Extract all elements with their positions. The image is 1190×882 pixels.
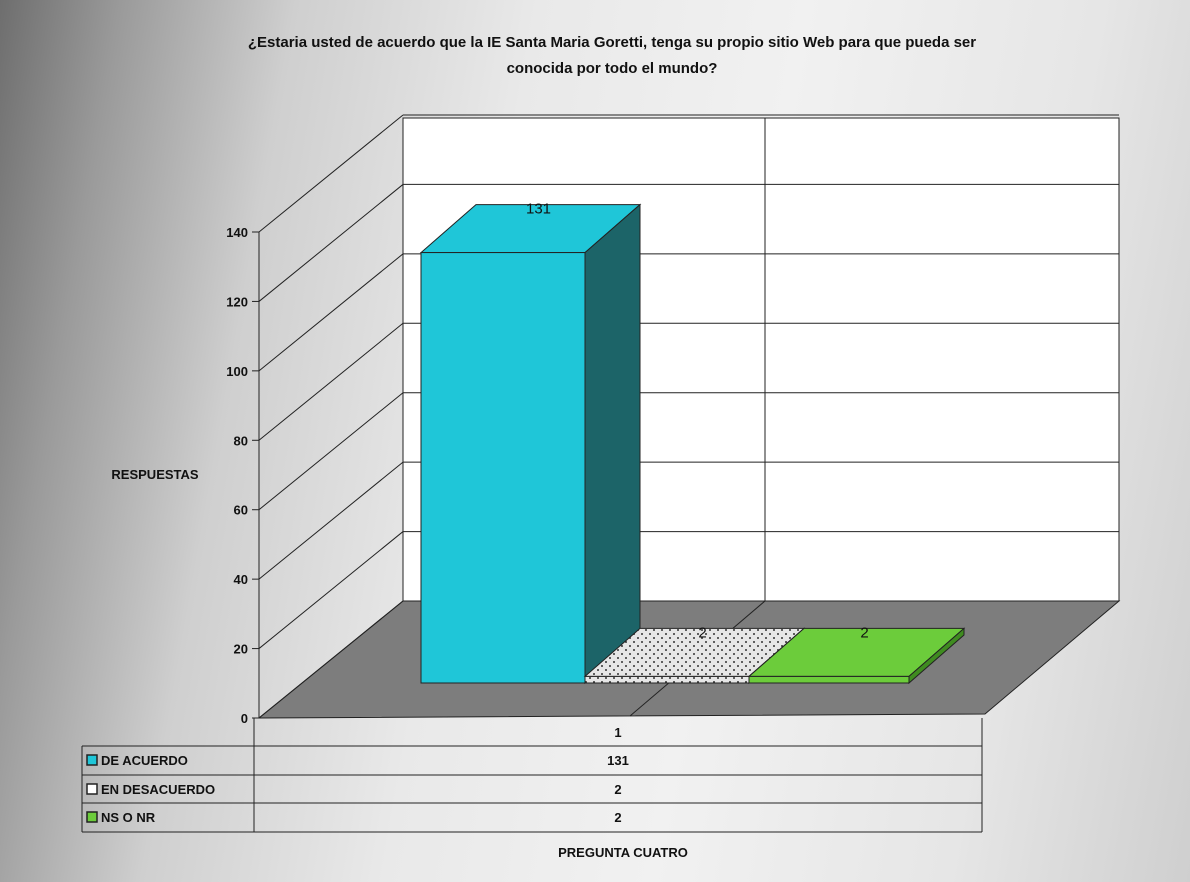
gridline-side bbox=[258, 531, 404, 649]
gridline-side bbox=[258, 114, 404, 233]
legend-series-name: NS O NR bbox=[101, 810, 156, 825]
x-axis-title: PREGUNTA CUATRO bbox=[558, 845, 688, 860]
bar-ns-o-nr: 2 bbox=[747, 624, 966, 685]
table-value: 131 bbox=[607, 753, 629, 768]
legend-swatch bbox=[86, 783, 98, 795]
y-tick-label: 0 bbox=[241, 711, 248, 726]
table-category-label: 1 bbox=[614, 725, 621, 740]
bar-front bbox=[748, 675, 910, 684]
data-table: 1 DE ACUERDO 131 EN DESACUERDO 2 NS O NR 2 bbox=[81, 718, 983, 833]
table-value: 2 bbox=[614, 810, 621, 825]
y-tick-label: 60 bbox=[234, 503, 248, 518]
y-tick-label: 20 bbox=[234, 642, 248, 657]
bars: 131 2 2 bbox=[419, 201, 966, 685]
chart-title-line-2: conocida por todo el mundo? bbox=[507, 60, 718, 77]
y-tick-label: 80 bbox=[234, 433, 248, 448]
y-axis: 0 20 40 60 80 100 120 140 bbox=[226, 225, 259, 726]
bar-side bbox=[584, 203, 641, 685]
gridline-side bbox=[258, 461, 404, 580]
legend-series-name: EN DESACUERDO bbox=[101, 782, 215, 797]
gridline-side bbox=[258, 392, 404, 511]
gridline-side bbox=[258, 322, 404, 441]
floor-left-edge bbox=[258, 600, 404, 719]
table-value: 2 bbox=[614, 782, 621, 797]
chart-title-line-1: ¿Estaria usted de acuerdo que la IE Sant… bbox=[248, 34, 976, 51]
bar-front bbox=[584, 675, 750, 684]
y-tick-label: 100 bbox=[226, 364, 248, 379]
bar-de-acuerdo: 131 bbox=[419, 201, 642, 685]
y-tick-label: 40 bbox=[234, 572, 248, 587]
bar-value-label: 2 bbox=[698, 624, 706, 641]
legend-swatch bbox=[86, 754, 98, 766]
legend-swatch bbox=[86, 811, 98, 823]
gridline-side bbox=[258, 184, 404, 302]
y-axis-title: RESPUESTAS bbox=[111, 467, 198, 482]
y-tick-label: 140 bbox=[226, 225, 248, 240]
gridline-side bbox=[258, 253, 404, 372]
bar-value-label: 131 bbox=[526, 201, 551, 218]
bar-front bbox=[420, 252, 586, 684]
legend-series-name: DE ACUERDO bbox=[101, 753, 188, 768]
bar-value-label: 2 bbox=[860, 624, 868, 641]
y-tick-label: 120 bbox=[226, 294, 248, 309]
